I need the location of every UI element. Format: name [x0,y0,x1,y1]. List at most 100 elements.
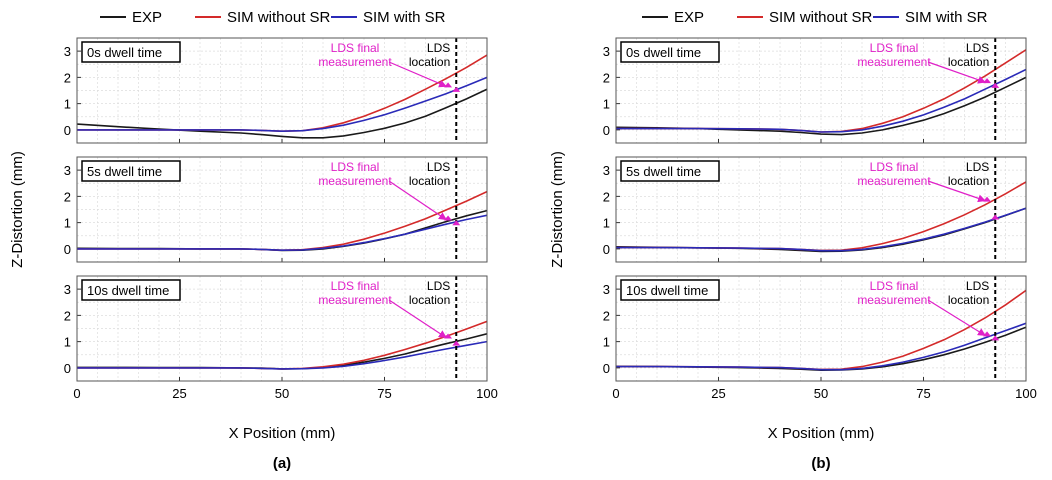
lds-location-label: LDS [427,279,450,293]
lds-marker-1 [983,78,992,84]
y-tick-label: 2 [603,70,610,85]
x-tick-label: 0 [73,386,80,401]
legend-label-1: EXP [674,9,704,26]
y-tick-label: 2 [64,189,71,204]
lds-final-label: measurement [857,55,931,69]
lds-marker-1 [983,196,992,202]
lds-marker-2 [452,86,461,92]
lds-final-label: LDS final [331,279,380,293]
lds-marker-2 [452,340,461,346]
panel-title-frame [81,41,181,63]
y-tick-label: 0 [603,361,610,376]
legend-label-2: SIM without SR [227,9,331,26]
panel-title: 10s dwell time [87,283,169,298]
panel-title-box: 10s dwell time [81,279,181,301]
x-tick-label: 50 [275,386,289,401]
y-axis-label: Z-Distortion (mm) [549,151,566,268]
legend-label-3: SIM with SR [363,9,446,26]
panel-title-box: 0s dwell time [81,41,181,63]
panel-title: 10s dwell time [626,283,708,298]
lds-location-label: location [409,293,450,307]
legend: EXP SIM without SR SIM with SR [642,9,988,26]
series-line-sim-without-sr [616,181,1026,252]
series-line-sim-with-sr [77,340,487,370]
lds-marker-1 [444,215,453,221]
series-line-sim-with-sr [616,322,1026,371]
y-tick-label: 3 [64,282,71,297]
lds-marker-2 [991,214,1000,220]
y-tick-label: 3 [64,163,71,178]
lds-final-label: LDS final [870,279,919,293]
panel-title: 0s dwell time [87,45,162,60]
x-tick-label: 25 [172,386,186,401]
panel-frame [615,156,1027,263]
panel-title: 5s dwell time [87,164,162,179]
lds-final-arrow [927,61,986,84]
x-tick-label: 0 [612,386,619,401]
panel-frame [76,37,488,144]
panel-frame [615,37,1027,144]
legend-label-3: SIM with SR [905,9,988,26]
lds-final-arrow [927,180,986,203]
panel-title: 5s dwell time [626,164,701,179]
lds-final-arrow [388,299,447,339]
panel-frame [615,275,1027,382]
series-group [77,320,487,370]
panel-frame [76,275,488,382]
legend: EXP SIM without SR SIM with SR [100,9,446,26]
series-group [77,190,487,252]
panel-title-box: 0s dwell time [620,41,720,63]
series-group [616,289,1026,372]
x-axis-label: X Position (mm) [229,425,336,442]
x-tick-label: 25 [711,386,725,401]
x-tick-label: 75 [916,386,930,401]
lds-marker-1 [444,82,453,88]
chart-a: EXP SIM without SR SIM with SR 0 1 2 3 0s dwell… [9,9,498,472]
lds-location-label: LDS [966,160,989,174]
x-tick-label: 100 [1015,386,1037,401]
series-line-sim-with-sr [77,76,487,133]
panel-title-frame [620,41,720,63]
x-tick-label: 50 [814,386,828,401]
lds-final-label: measurement [318,174,392,188]
lds-final-label: LDS final [870,160,919,174]
lds-final-label: measurement [857,293,931,307]
lds-location-label: LDS [427,41,450,55]
panel-title: 0s dwell time [626,45,701,60]
series-group [77,54,487,139]
panel-title-box: 5s dwell time [620,160,720,182]
y-tick-label: 3 [64,44,71,59]
series-line-sim-with-sr [616,207,1026,252]
figure-label: (b) [811,455,830,472]
panel-frame [76,156,488,263]
series-line-sim-with-sr [77,214,487,252]
lds-marker-2 [991,335,1000,341]
figure-label: (a) [273,455,291,472]
lds-final-arrow [388,180,447,221]
lds-marker-1 [444,333,453,339]
lds-final-arrow [927,299,986,336]
y-tick-label: 1 [64,216,71,231]
lds-marker-2 [991,82,1000,88]
x-axis-label: X Position (mm) [768,425,875,442]
lds-location-label: LDS [427,160,450,174]
lds-final-label: LDS final [331,41,380,55]
panel-title-box: 5s dwell time [81,160,181,182]
x-tick-label: 75 [377,386,391,401]
y-tick-label: 0 [64,123,71,138]
y-tick-label: 0 [64,242,71,257]
legend-label-2: SIM without SR [769,9,873,26]
lds-final-arrow [388,61,447,88]
panel-title-frame [620,279,720,301]
y-tick-label: 2 [603,189,610,204]
panel-title-frame [81,279,181,301]
lds-location-label: LDS [966,41,989,55]
y-tick-label: 3 [603,282,610,297]
y-tick-label: 1 [603,97,610,112]
y-tick-label: 3 [603,44,610,59]
